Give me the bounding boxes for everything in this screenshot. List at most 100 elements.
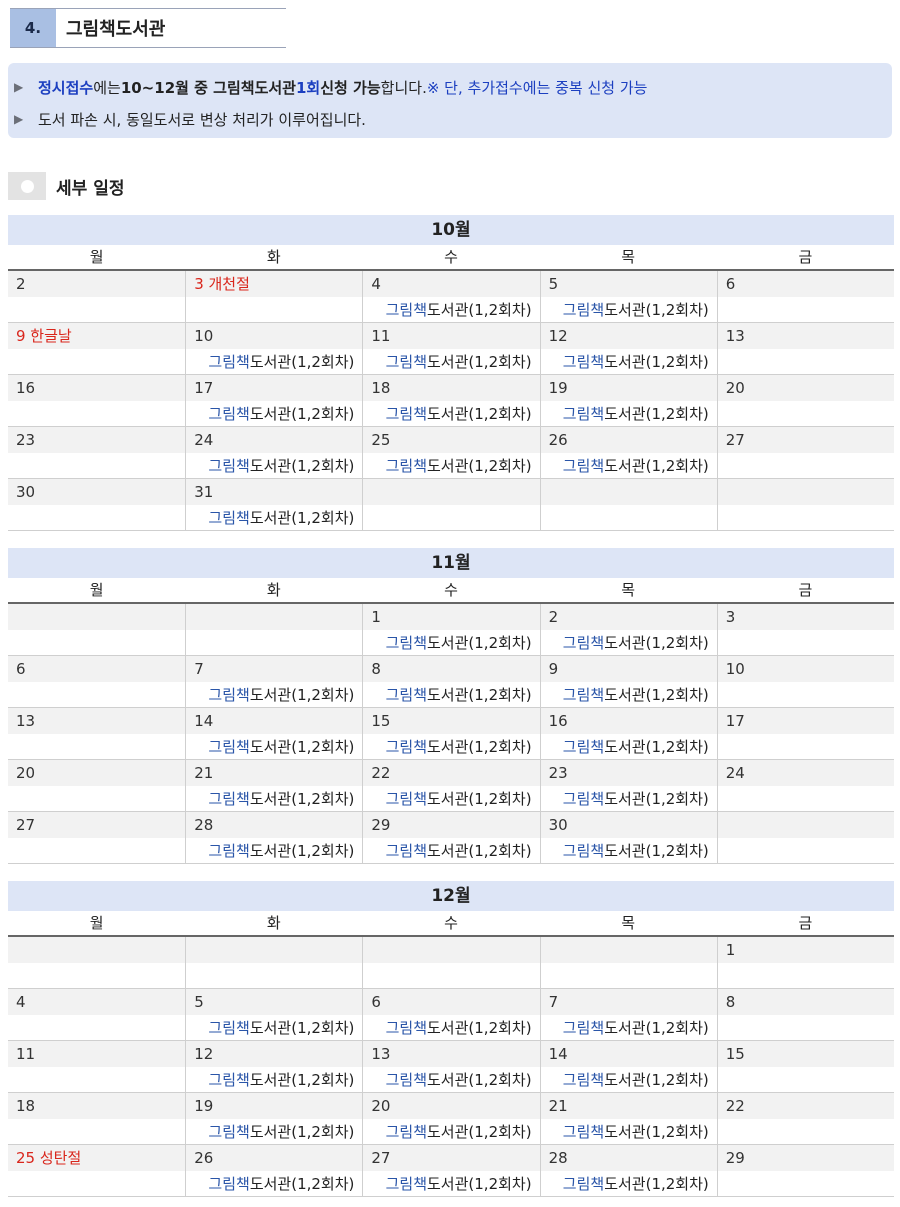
event-slot: 그림책도서관(1,2회차) <box>186 401 362 427</box>
event-label-highlight[interactable]: 그림책 <box>385 301 427 319</box>
event-label-highlight[interactable]: 그림책 <box>562 738 605 756</box>
event-label-highlight[interactable]: 그림책 <box>208 1071 250 1089</box>
event-label-rest[interactable]: 도서관(1,2회차) <box>427 686 532 704</box>
event-label-rest[interactable]: 도서관(1,2회차) <box>249 405 355 423</box>
event-label-highlight[interactable]: 그림책 <box>562 1175 605 1193</box>
event-label-highlight[interactable]: 그림책 <box>385 1175 427 1193</box>
event-label-highlight[interactable]: 그림책 <box>562 457 605 475</box>
event-label-rest[interactable]: 도서관(1,2회차) <box>249 686 355 704</box>
day-cell <box>8 937 186 988</box>
week-row: 18 19 그림책도서관(1,2회차) 20 그림책도서관(1,2회차) 21 그림책도서관… <box>8 1093 894 1145</box>
event-label-rest[interactable]: 도서관(1,2회차) <box>604 634 709 652</box>
date-label: 24 <box>186 427 363 453</box>
event-label-highlight[interactable]: 그림책 <box>562 301 605 319</box>
event-label-rest[interactable]: 도서관(1,2회차) <box>604 1123 709 1141</box>
event-label-highlight[interactable]: 그림책 <box>562 790 605 808</box>
event-label-highlight[interactable]: 그림책 <box>208 509 250 527</box>
event-label-highlight[interactable]: 그림책 <box>562 842 605 860</box>
event-label-highlight[interactable]: 그림책 <box>385 353 427 371</box>
event-label-rest[interactable]: 도서관(1,2회차) <box>604 842 709 860</box>
event-label-highlight[interactable]: 그림책 <box>562 1071 605 1089</box>
event-label-rest[interactable]: 도서관(1,2회차) <box>604 353 709 371</box>
event-label-highlight[interactable]: 그림책 <box>208 457 250 475</box>
date-label: 12 <box>540 323 717 349</box>
event-label-highlight[interactable]: 그림책 <box>208 353 250 371</box>
event-label-rest[interactable]: 도서관(1,2회차) <box>604 686 709 704</box>
day-cell: 10 그림책도서관(1,2회차) <box>185 323 363 375</box>
day-cell <box>716 812 894 863</box>
event-label-rest[interactable]: 도서관(1,2회차) <box>427 634 532 652</box>
weekday-label: 금 <box>798 581 813 599</box>
date-label <box>717 479 894 505</box>
event-label-rest[interactable]: 도서관(1,2회차) <box>249 1175 355 1193</box>
event-label-rest[interactable]: 도서관(1,2회차) <box>249 1019 355 1037</box>
event-label-rest[interactable]: 도서관(1,2회차) <box>427 457 532 475</box>
date-label: 25 <box>363 427 540 453</box>
event-label-highlight[interactable]: 그림책 <box>562 634 605 652</box>
event-label-highlight[interactable]: 그림책 <box>385 790 427 808</box>
event-label-highlight[interactable]: 그림책 <box>208 1175 250 1193</box>
event-label-highlight[interactable]: 그림책 <box>208 790 250 808</box>
date-label: 7 <box>540 989 717 1015</box>
event-label-rest[interactable]: 도서관(1,2회차) <box>249 457 355 475</box>
event-label-highlight[interactable]: 그림책 <box>385 738 427 756</box>
event-slot: 그림책도서관(1,2회차) <box>363 1171 539 1197</box>
event-label-highlight[interactable]: 그림책 <box>562 686 605 704</box>
event-label-highlight[interactable]: 그림책 <box>385 842 427 860</box>
event-label-rest[interactable]: 도서관(1,2회차) <box>427 1071 532 1089</box>
event-label-rest[interactable]: 도서관(1,2회차) <box>249 790 355 808</box>
event-label-highlight[interactable]: 그림책 <box>562 353 605 371</box>
event-label-highlight[interactable]: 그림책 <box>208 1019 250 1037</box>
event-label-highlight[interactable]: 그림책 <box>562 1019 605 1037</box>
event-label-rest[interactable]: 도서관(1,2회차) <box>604 1019 709 1037</box>
event-label-rest[interactable]: 도서관(1,2회차) <box>427 301 532 319</box>
event-label-highlight[interactable]: 그림책 <box>208 686 250 704</box>
event-label-highlight[interactable]: 그림책 <box>208 405 250 423</box>
event-label-highlight[interactable]: 그림책 <box>208 842 250 860</box>
event-label-highlight[interactable]: 그림책 <box>385 1019 427 1037</box>
event-label-rest[interactable]: 도서관(1,2회차) <box>249 842 355 860</box>
event-slot <box>8 1119 185 1145</box>
event-label-highlight[interactable]: 그림책 <box>208 1123 250 1141</box>
event-label-rest[interactable]: 도서관(1,2회차) <box>604 738 709 756</box>
event-label-rest[interactable]: 도서관(1,2회차) <box>427 1123 532 1141</box>
day-cell: 13 <box>716 323 894 374</box>
event-label-highlight[interactable]: 그림책 <box>562 1123 605 1141</box>
event-label-rest[interactable]: 도서관(1,2회차) <box>427 842 532 860</box>
event-label-highlight[interactable]: 그림책 <box>385 686 427 704</box>
event-label-rest[interactable]: 도서관(1,2회차) <box>249 353 355 371</box>
notice-line-2: ▶ 도서 파손 시, 동일도서로 변상 처리가 이루어집니다. <box>14 103 892 135</box>
event-label-rest[interactable]: 도서관(1,2회차) <box>427 1019 532 1037</box>
event-label-rest[interactable]: 도서관(1,2회차) <box>249 509 355 527</box>
event-label-rest[interactable]: 도서관(1,2회차) <box>604 1071 709 1089</box>
event-label-highlight[interactable]: 그림책 <box>385 405 427 423</box>
event-label-rest[interactable]: 도서관(1,2회차) <box>604 405 709 423</box>
event-label-rest[interactable]: 도서관(1,2회차) <box>249 738 355 756</box>
day-cell <box>8 604 186 655</box>
event-label-highlight[interactable]: 그림책 <box>385 1123 427 1141</box>
event-slot: 그림책도서관(1,2회차) <box>186 1015 362 1041</box>
event-label-rest[interactable]: 도서관(1,2회차) <box>604 1175 709 1193</box>
date-label: 4 <box>363 271 540 297</box>
event-label-rest[interactable]: 도서관(1,2회차) <box>427 353 532 371</box>
event-label-highlight[interactable]: 그림책 <box>208 738 250 756</box>
event-label-rest[interactable]: 도서관(1,2회차) <box>427 1175 532 1193</box>
event-label-rest[interactable]: 도서관(1,2회차) <box>249 1071 355 1089</box>
notice-damage-text: 도서 파손 시, 동일도서로 변상 처리가 이루어집니다. <box>38 110 366 129</box>
event-label-highlight[interactable]: 그림책 <box>385 634 427 652</box>
date-label: 21 <box>540 1093 717 1119</box>
event-label-rest[interactable]: 도서관(1,2회차) <box>604 301 709 319</box>
event-label-rest[interactable]: 도서관(1,2회차) <box>604 457 709 475</box>
date-label: 20 <box>363 1093 540 1119</box>
event-slot: 그림책도서관(1,2회차) <box>186 349 362 375</box>
event-label-rest[interactable]: 도서관(1,2회차) <box>249 1123 355 1141</box>
week-row: 30 31 그림책도서관(1,2회차) <box>8 479 894 531</box>
event-label-highlight[interactable]: 그림책 <box>562 405 605 423</box>
event-label-rest[interactable]: 도서관(1,2회차) <box>604 790 709 808</box>
event-label-highlight[interactable]: 그림책 <box>385 1071 427 1089</box>
event-label-highlight[interactable]: 그림책 <box>385 457 427 475</box>
event-label-rest[interactable]: 도서관(1,2회차) <box>427 405 532 423</box>
event-label-rest[interactable]: 도서관(1,2회차) <box>427 790 532 808</box>
event-label-rest[interactable]: 도서관(1,2회차) <box>427 738 532 756</box>
day-cell: 14 그림책도서관(1,2회차) <box>539 1041 717 1092</box>
